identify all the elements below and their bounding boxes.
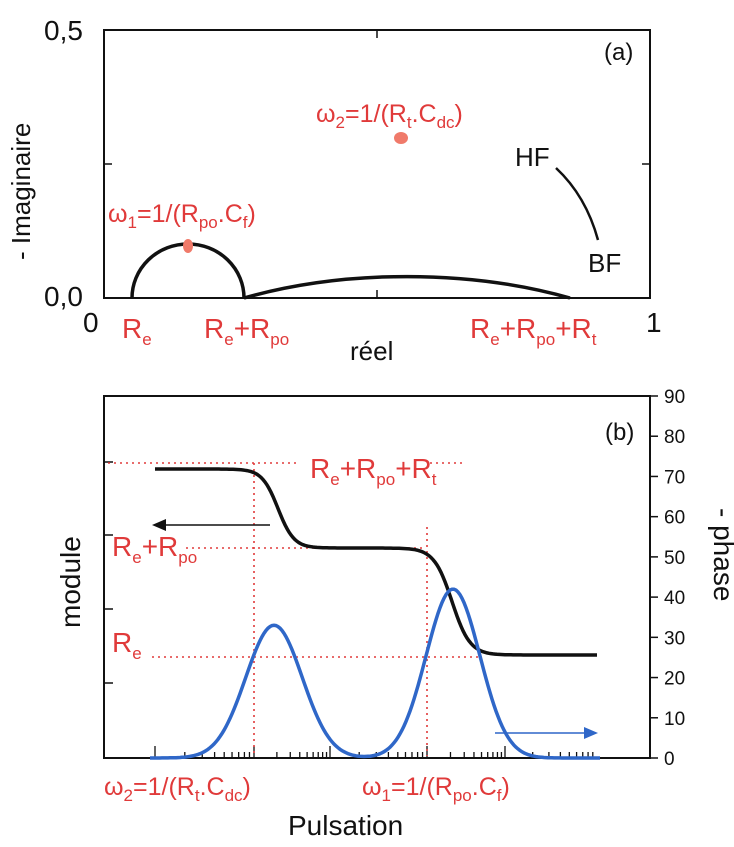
right-axis-tick-label: 20 bbox=[664, 669, 685, 690]
right-axis-tick-label: 50 bbox=[664, 548, 685, 569]
panel-a: 0,5 0,0 0 1 (a) réel - Imaginaire ω1=1/(… bbox=[6, 15, 662, 366]
panel-a-ticks bbox=[104, 30, 650, 298]
module-curve bbox=[155, 467, 597, 657]
right-axis-tick-label: 90 bbox=[664, 387, 685, 408]
panel-b-frame bbox=[103, 395, 651, 759]
phase-curve bbox=[150, 587, 600, 760]
right-axis-tick-label: 30 bbox=[664, 628, 685, 649]
panel-a-tag: (a) bbox=[604, 39, 633, 66]
arrow-left-head bbox=[152, 519, 166, 531]
arrow-right bbox=[495, 727, 598, 739]
guide-lines bbox=[108, 462, 480, 756]
panel-b: 0 10 20 30 40 50 60 70 80 90 (b) Re+Rpo+Rt Re+Rpo bbox=[55, 387, 734, 841]
right-axis-tick-label: 40 bbox=[664, 588, 685, 609]
bf-label: BF bbox=[588, 248, 621, 278]
x-annot-re-rpo: Re+Rpo bbox=[204, 313, 289, 349]
right-axis-tick-label: 10 bbox=[664, 709, 685, 730]
x-annot-re: Re bbox=[122, 313, 152, 349]
x-annot-re-rpo-rt: Re+Rpo+Rt bbox=[470, 313, 597, 349]
panel-a-xlabel: réel bbox=[350, 336, 393, 366]
omega2-label: ω2=1/(Rt.Cdc) bbox=[316, 100, 463, 132]
level-label-mid: Re+Rpo bbox=[112, 531, 197, 567]
panel-b-ylabel-left: module bbox=[55, 536, 86, 628]
panel-a-frame bbox=[103, 29, 651, 299]
panel-a-x-tick-left: 0 bbox=[83, 307, 99, 338]
panel-b-ylabel-right: - phase bbox=[708, 508, 734, 601]
marker-omega2 bbox=[394, 132, 408, 144]
nyquist-arc-2 bbox=[243, 274, 571, 300]
arrow-right-head bbox=[584, 727, 598, 739]
panel-b-tag: (b) bbox=[605, 419, 634, 446]
direction-arc bbox=[555, 167, 600, 241]
right-axis-tick-label: 60 bbox=[664, 508, 685, 529]
x-annot-omega1: ω1=1/(Rpo.Cf) bbox=[362, 773, 510, 805]
hf-label: HF bbox=[515, 142, 550, 172]
panel-a-y-tick-bottom: 0,0 bbox=[44, 281, 83, 312]
omega1-label: ω1=1/(Rpo.Cf) bbox=[108, 200, 256, 232]
right-axis-tick-label: 80 bbox=[664, 427, 685, 448]
panel-b-right-axis: 0 10 20 30 40 50 60 70 80 90 bbox=[650, 387, 685, 770]
right-axis-tick-label: 0 bbox=[664, 749, 675, 770]
level-label-top: Re+Rpo+Rt bbox=[310, 453, 437, 489]
panel-a-ylabel: - Imaginaire bbox=[6, 123, 36, 260]
arrow-left bbox=[152, 519, 270, 531]
x-annot-omega2: ω2=1/(Rt.Cdc) bbox=[104, 773, 251, 805]
panel-b-xlabel: Pulsation bbox=[288, 810, 403, 841]
panel-b-left-ticks bbox=[104, 461, 113, 684]
right-axis-tick-label: 70 bbox=[664, 467, 685, 488]
panel-a-y-tick-top: 0,5 bbox=[44, 15, 83, 46]
panel-a-x-tick-right: 1 bbox=[646, 307, 662, 338]
level-label-low: Re bbox=[112, 627, 142, 663]
marker-omega1 bbox=[183, 239, 193, 253]
